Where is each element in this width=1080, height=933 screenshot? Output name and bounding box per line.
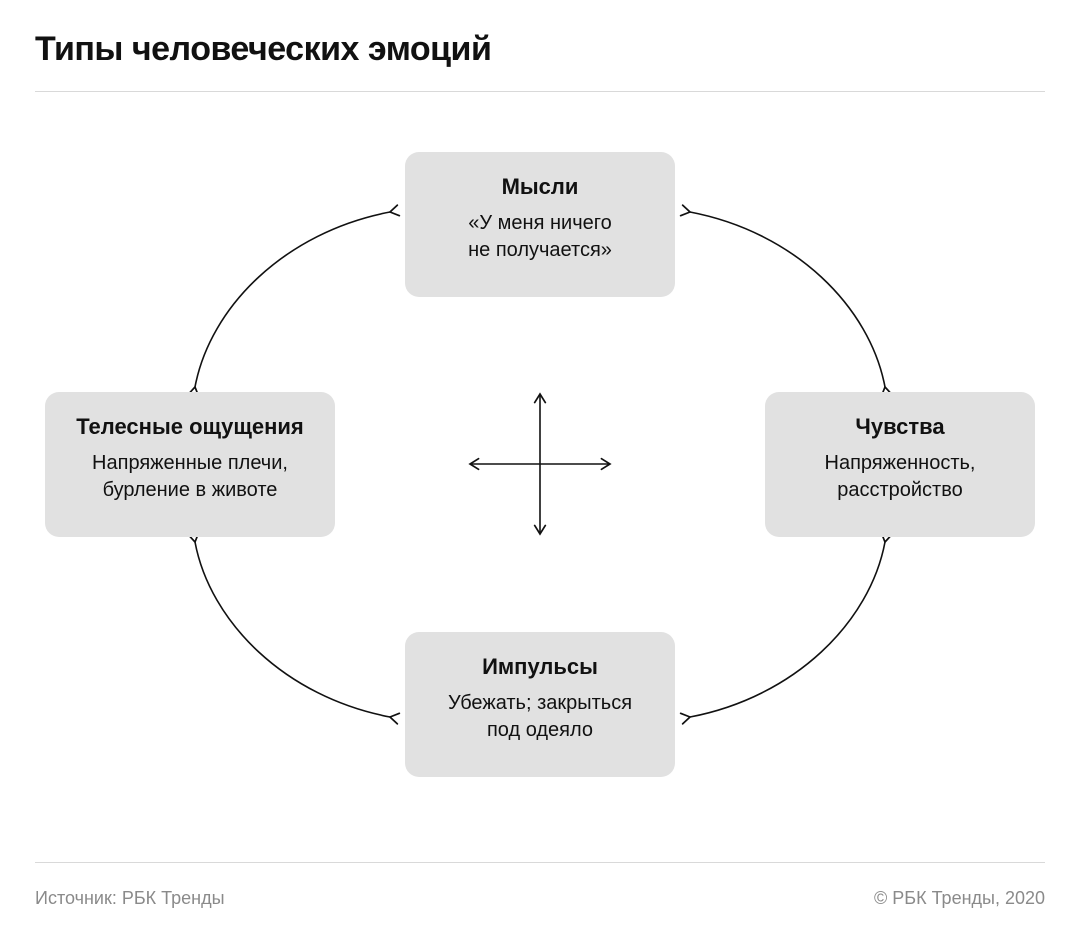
divider-bottom [35,862,1045,863]
node-feelings-sub: Напряженность,расстройство [789,450,1011,504]
node-impulses-sub: Убежать; закрытьсяпод одеяло [429,690,651,744]
page-title: Типы человеческих эмоций [35,30,1045,91]
node-thoughts: Мысли «У меня ничегоне получается» [405,152,675,297]
diagram-area: Мысли «У меня ничегоне получается» Чувст… [35,92,1045,822]
node-body: Телесные ощущения Напряженные плечи,бурл… [45,392,335,537]
node-feelings: Чувства Напряженность,расстройство [765,392,1035,537]
footer: Источник: РБК Тренды © РБК Тренды, 2020 [35,888,1045,909]
node-thoughts-sub: «У меня ничегоне получается» [429,210,651,264]
node-body-sub: Напряженные плечи,бурление в животе [69,450,311,504]
node-thoughts-title: Мысли [429,174,651,200]
node-body-title: Телесные ощущения [69,414,311,440]
footer-source: Источник: РБК Тренды [35,888,225,909]
infographic-container: Типы человеческих эмоций Мысли «У меня н… [0,0,1080,933]
node-impulses: Импульсы Убежать; закрытьсяпод одеяло [405,632,675,777]
footer-copyright: © РБК Тренды, 2020 [874,888,1045,909]
node-feelings-title: Чувства [789,414,1011,440]
node-impulses-title: Импульсы [429,654,651,680]
